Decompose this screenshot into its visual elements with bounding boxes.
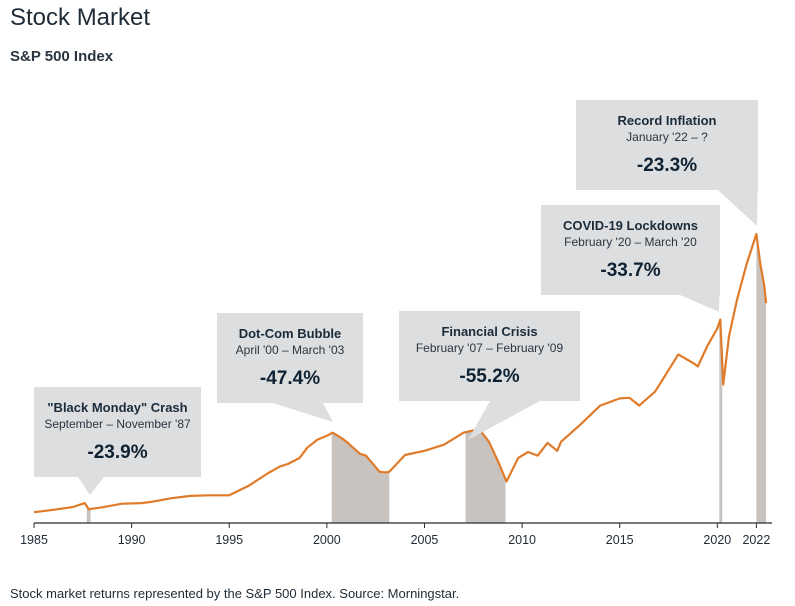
callout-date-range: January '22 – ? (626, 130, 708, 144)
callout-1: Dot-Com Bubble April '00 – March '03 -47.4… (217, 313, 363, 422)
callout-date-range: September – November '87 (44, 417, 191, 431)
callout-pointer (273, 403, 333, 422)
callout-4: Record Inflation January '22 – ? -23.3% (576, 100, 758, 226)
callout-0: "Black Monday" Crash September – November… (34, 387, 201, 495)
callout-box (399, 311, 580, 401)
callout-title: Dot-Com Bubble (239, 326, 342, 341)
callout-title: COVID-19 Lockdowns (563, 218, 698, 233)
x-tick-label: 2000 (313, 533, 341, 547)
x-tick-label: 2015 (606, 533, 634, 547)
callout-pointer (468, 401, 540, 440)
callout-box (34, 387, 201, 477)
drawdown-shade-2 (465, 429, 506, 523)
callout-date-range: February '07 – February '09 (416, 341, 564, 355)
x-tick-label: 2005 (411, 533, 439, 547)
callout-3: COVID-19 Lockdowns February '20 – March '… (541, 205, 720, 312)
callout-2: Financial Crisis February '07 – February … (399, 311, 580, 440)
x-tick-label: 2022 (742, 533, 770, 547)
callout-title: Financial Crisis (441, 324, 537, 339)
x-tick-label: 2010 (508, 533, 536, 547)
callout-box (541, 205, 720, 295)
callout-drawdown-value: -23.9% (87, 442, 147, 463)
callout-drawdown-value: -23.3% (637, 155, 697, 176)
callout-drawdown-value: -33.7% (600, 260, 660, 281)
callout-date-range: February '20 – March '20 (564, 235, 697, 249)
callout-drawdown-value: -47.4% (260, 368, 320, 389)
callout-title: Record Inflation (618, 113, 717, 128)
callout-title: "Black Monday" Crash (47, 400, 187, 415)
drawdown-shade-0 (86, 506, 91, 523)
x-tick-label: 1990 (118, 533, 146, 547)
x-tick-label: 1985 (20, 533, 48, 547)
callout-pointer (78, 477, 104, 495)
x-tick-label: 2020 (703, 533, 731, 547)
page-title: Stock Market (10, 4, 151, 31)
chart-subtitle: S&P 500 Index (10, 48, 114, 65)
x-tick-label: 1995 (215, 533, 243, 547)
callout-drawdown-value: -55.2% (459, 366, 519, 387)
stock-market-chart: 1985 1990 1995 2000 2005 2010 2015 2020 2022 "Bl… (20, 100, 772, 547)
drawdown-shade-4 (756, 234, 767, 523)
sp500-series-line (33, 232, 768, 514)
source-footnote: Stock market returns represented by the … (10, 586, 460, 601)
callout-date-range: April '00 – March '03 (236, 343, 345, 357)
drawdown-shade-1 (331, 432, 390, 523)
callout-box (217, 313, 363, 403)
callout-box (576, 100, 758, 190)
